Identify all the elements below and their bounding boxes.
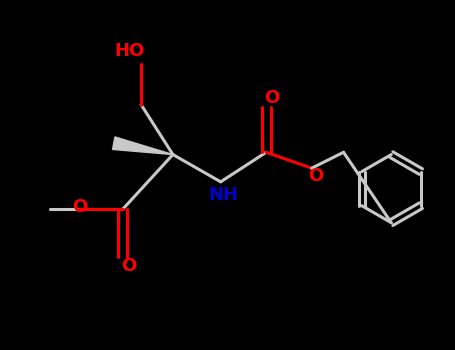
- Text: O: O: [121, 257, 136, 275]
- Text: NH: NH: [208, 186, 238, 204]
- Polygon shape: [112, 137, 173, 155]
- Text: O: O: [72, 198, 87, 216]
- Text: O: O: [264, 89, 279, 107]
- Text: O: O: [308, 167, 323, 186]
- Text: HO: HO: [115, 42, 145, 60]
